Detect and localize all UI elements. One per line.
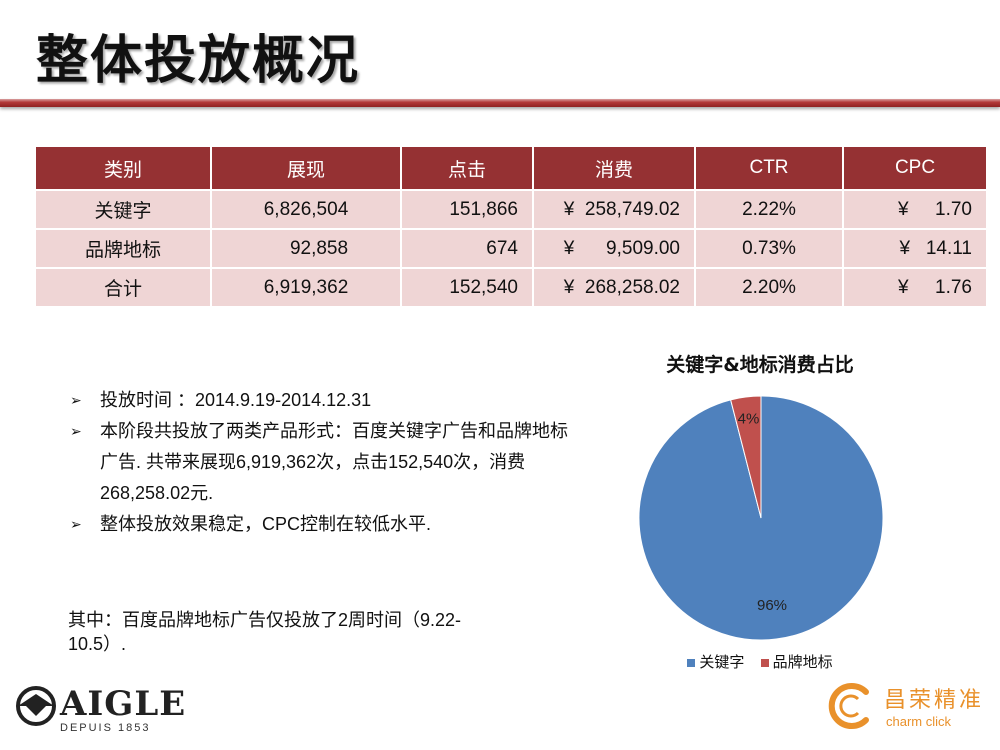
aigle-wordmark: AIGLE <box>60 684 187 724</box>
cell-ctr: 2.20% <box>696 269 842 308</box>
bullet-text: 投放时间 ：2014.9.19-2014.12.31 <box>100 390 372 410</box>
currency-symbol: ¥ <box>899 237 911 259</box>
cost-value: 268,258.02 <box>584 276 680 298</box>
legend-item-brand-landmark: 品牌地标 <box>760 654 833 671</box>
bullet-text: 整体投放效果稳定，CPC控制在较低水平. <box>100 514 432 534</box>
cell-cpc: ¥ 1.70 <box>844 191 986 230</box>
cell-impressions: 92,858 <box>212 230 400 269</box>
summary-bullets: ➢ 投放时间 ：2014.9.19-2014.12.31 ➢ 本阶段共投放了两类产品… <box>70 385 570 540</box>
currency-symbol: ¥ <box>563 237 575 259</box>
cell-category: 关键字 <box>36 191 210 230</box>
legend-swatch <box>760 659 769 668</box>
arrow-bullet-icon: ➢ <box>70 423 82 439</box>
currency-symbol: ¥ <box>563 276 575 298</box>
legend-label: 品牌地标 <box>772 654 833 671</box>
list-item: ➢ 整体投放效果稳定，CPC控制在较低水平. <box>70 509 570 540</box>
cell-impressions: 6,919,362 <box>212 269 400 308</box>
pie-chart: 96% 4% <box>638 395 884 641</box>
header-clicks: 点击 <box>402 147 532 191</box>
charm-click-emblem-icon <box>828 683 869 729</box>
cell-category: 合计 <box>36 269 210 308</box>
header-cpc: CPC <box>844 147 986 191</box>
pie-data-label: 96% <box>757 597 787 614</box>
cell-cost: ¥ 9,509.00 <box>534 230 694 269</box>
arrow-bullet-icon: ➢ <box>70 516 82 532</box>
eagle-emblem-icon <box>16 686 56 726</box>
table-row: 关键字 6,826,504 151,866 ¥ 258,749.02 2.22%… <box>36 191 986 230</box>
chart-title: 关键字&地标消费占比 <box>666 354 854 376</box>
legend-label: 关键字 <box>699 654 745 671</box>
cell-ctr: 2.22% <box>696 191 842 230</box>
header-ctr: CTR <box>696 147 842 191</box>
cell-cost: ¥ 268,258.02 <box>534 269 694 308</box>
page-title: 整体投放概况 <box>36 31 361 91</box>
table-row: 品牌地标 92,858 674 ¥ 9,509.00 0.73% ¥ 14.11 <box>36 230 986 269</box>
cpc-value: 1.70 <box>935 198 972 220</box>
currency-symbol: ¥ <box>898 276 909 298</box>
cell-impressions: 6,826,504 <box>212 191 400 230</box>
footnote: 其中：百度品牌地标广告仅投放了2周时间（9.22-10.5）. <box>68 610 462 654</box>
header-category: 类别 <box>36 147 210 191</box>
cell-clicks: 674 <box>402 230 532 269</box>
summary-table: 类别 展现 点击 消费 CTR CPC 关键字 6,826,504 151,86… <box>34 147 988 308</box>
table-row: 合计 6,919,362 152,540 ¥ 268,258.02 2.20% … <box>36 269 986 308</box>
list-item: ➢ 投放时间 ：2014.9.19-2014.12.31 <box>70 385 570 416</box>
header-cost: 消费 <box>534 147 694 191</box>
chart-legend: 关键字 品牌地标 <box>600 651 920 672</box>
cpc-value: 1.76 <box>935 276 972 298</box>
title-divider <box>0 99 1000 107</box>
changrong-name: 昌荣精准 <box>884 688 985 713</box>
changrong-english: charm click <box>886 714 952 729</box>
cell-category: 品牌地标 <box>36 230 210 269</box>
legend-item-keyword: 关键字 <box>687 654 744 671</box>
cell-clicks: 151,866 <box>402 191 532 230</box>
arrow-bullet-icon: ➢ <box>70 392 82 408</box>
pie-data-label: 4% <box>738 411 760 428</box>
bullet-text: 本阶段共投放了两类产品形式：百度关键字广告和品牌地标广告. 共带来展现6,919… <box>100 421 568 503</box>
header-impressions: 展现 <box>212 147 400 191</box>
list-item: ➢ 本阶段共投放了两类产品形式：百度关键字广告和品牌地标广告. 共带来展现6,91… <box>70 416 570 509</box>
aigle-tagline: DEPUIS 1853 <box>60 722 151 734</box>
currency-symbol: ¥ <box>898 198 909 220</box>
cell-clicks: 152,540 <box>402 269 532 308</box>
cost-value: 9,509.00 <box>606 237 680 259</box>
cell-cpc: ¥ 1.76 <box>844 269 986 308</box>
cpc-value: 14.11 <box>925 237 972 259</box>
currency-symbol: ¥ <box>563 198 575 220</box>
table-header-row: 类别 展现 点击 消费 CTR CPC <box>36 147 986 191</box>
cell-cost: ¥ 258,749.02 <box>534 191 694 230</box>
pie-slice-brand-landmark <box>730 395 762 519</box>
cell-ctr: 0.73% <box>696 230 842 269</box>
legend-swatch <box>687 659 696 668</box>
cost-value: 258,749.02 <box>584 198 680 220</box>
cell-cpc: ¥ 14.11 <box>844 230 986 269</box>
